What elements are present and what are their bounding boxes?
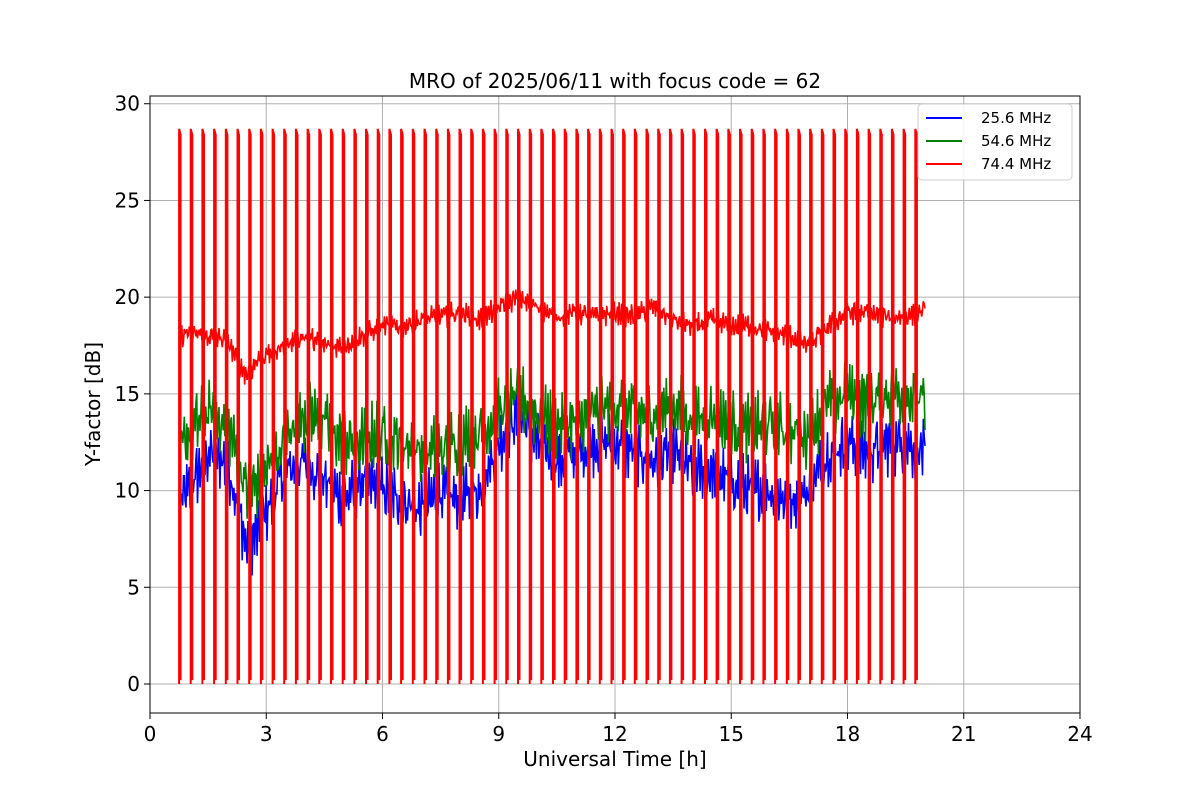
x-tick-label: 21 — [951, 722, 976, 746]
calibration-spike — [411, 128, 416, 684]
x-tick-label: 12 — [602, 722, 627, 746]
legend-label-74-4: 74.4 MHz — [981, 155, 1051, 173]
calibration-spike — [236, 128, 240, 684]
x-tick-label: 18 — [835, 722, 860, 746]
calibration-spike — [423, 128, 427, 684]
calibration-spike — [820, 128, 825, 684]
legend-label-25-6: 25.6 MHz — [981, 109, 1051, 127]
calibration-spike — [294, 128, 299, 684]
y-tick-label: 0 — [127, 672, 140, 696]
x-tick-label: 9 — [492, 722, 505, 746]
calibration-spike — [341, 128, 346, 684]
legend-box — [917, 103, 1073, 181]
calibration-spike — [855, 128, 860, 684]
calibration-spike — [306, 128, 311, 684]
calibration-spike — [575, 128, 579, 684]
calibration-spike — [832, 128, 837, 684]
calibration-spike — [259, 128, 264, 684]
calibration-spike — [283, 128, 287, 684]
calibration-spike — [657, 128, 661, 684]
calibration-spike — [528, 128, 533, 684]
calibration-spike — [680, 128, 685, 684]
y-tick-label: 30 — [115, 92, 140, 116]
calibration-spike — [458, 128, 463, 684]
calibration-spike — [914, 128, 918, 684]
calibration-spike — [178, 128, 182, 684]
calibration-spike — [867, 128, 872, 684]
calibration-spike — [750, 128, 755, 684]
x-tick-label: 15 — [719, 722, 744, 746]
legend: 25.6 MHz 54.6 MHz 74.4 MHz — [917, 103, 1073, 181]
calibration-spike — [505, 128, 509, 684]
calibration-spike — [271, 128, 276, 684]
calibration-spike — [785, 128, 790, 684]
calibration-spike — [704, 128, 708, 684]
y-axis-ticks: 0 5 10 15 20 25 30 — [115, 92, 150, 696]
calibration-spike — [493, 128, 498, 684]
y-tick-label: 25 — [115, 188, 140, 212]
calibration-spike — [376, 128, 381, 684]
x-tick-label: 6 — [376, 722, 389, 746]
calibration-spike — [481, 128, 486, 684]
y-tick-label: 10 — [115, 479, 140, 503]
calibration-spike — [692, 128, 696, 684]
calibration-spike — [809, 128, 813, 684]
calibration-spike — [715, 128, 720, 684]
calibration-spike — [400, 128, 404, 684]
calibration-spike — [213, 128, 217, 684]
y-tick-label: 5 — [127, 575, 140, 599]
x-axis-label: Universal Time [h] — [523, 747, 706, 771]
x-axis-ticks: 0 3 6 9 12 15 18 21 24 — [144, 713, 1093, 746]
calibration-spike — [610, 128, 614, 684]
calibration-spike — [563, 128, 568, 684]
calibration-spikes — [178, 128, 918, 684]
calibration-spike — [668, 128, 673, 684]
y-tick-label: 20 — [115, 285, 140, 309]
x-tick-label: 3 — [260, 722, 273, 746]
calibration-spike — [388, 128, 392, 684]
y-axis-label: Y-factor [dB] — [81, 342, 105, 467]
calibration-spike — [739, 128, 743, 684]
calibration-spike — [201, 128, 205, 684]
calibration-spike — [446, 128, 451, 684]
calibration-spike — [330, 128, 334, 684]
calibration-spike — [540, 128, 544, 684]
calibration-spike — [365, 128, 369, 684]
calibration-spike — [248, 128, 252, 684]
y-tick-label: 15 — [115, 382, 140, 406]
calibration-spike — [633, 128, 638, 684]
calibration-spike — [774, 128, 778, 684]
calibration-spike — [879, 128, 883, 684]
calibration-spike — [598, 128, 603, 684]
calibration-spike — [435, 128, 439, 684]
calibration-spike — [224, 128, 229, 684]
chart-title: MRO of 2025/06/11 with focus code = 62 — [409, 69, 821, 93]
calibration-spike — [353, 128, 357, 684]
legend-label-54-6: 54.6 MHz — [981, 132, 1051, 150]
calibration-spike — [645, 128, 650, 684]
calibration-spike — [189, 128, 194, 684]
calibration-spike — [470, 128, 474, 684]
calibration-spike — [552, 128, 556, 684]
calibration-spike — [318, 128, 322, 684]
x-tick-label: 0 — [144, 722, 157, 746]
x-tick-label: 24 — [1067, 722, 1092, 746]
calibration-spike — [622, 128, 626, 684]
calibration-spike — [587, 128, 591, 684]
calibration-spike — [762, 128, 766, 684]
calibration-spike — [902, 128, 907, 684]
calibration-spike — [517, 128, 521, 684]
calibration-spike — [797, 128, 801, 684]
calibration-spike — [890, 128, 895, 684]
calibration-spike — [727, 128, 731, 684]
calibration-spike — [844, 128, 848, 684]
